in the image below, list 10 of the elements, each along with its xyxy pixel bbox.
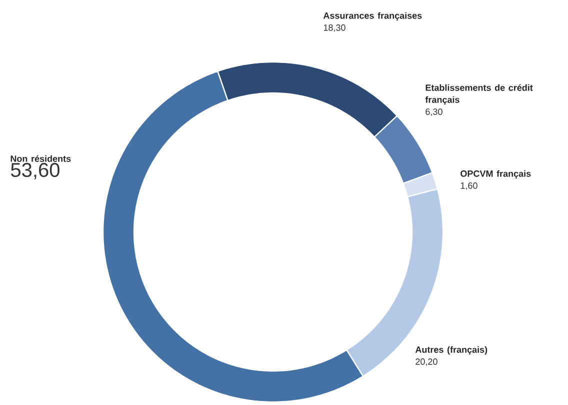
slice-label: Non résidents <box>10 155 71 162</box>
data-label: 53,60 <box>11 162 60 180</box>
slice-label: Assurances françaises <box>323 12 422 21</box>
slice-label: Etablissements de crédit français <box>425 84 533 105</box>
slice-label: Autres (français) <box>415 346 488 355</box>
data-label: 18,30 <box>324 24 346 32</box>
slice-label: OPCVM français <box>460 170 531 179</box>
data-label: 6,30 <box>426 108 442 116</box>
data-label: 20,20 <box>416 358 438 366</box>
data-label: 1,60 <box>460 182 478 190</box>
